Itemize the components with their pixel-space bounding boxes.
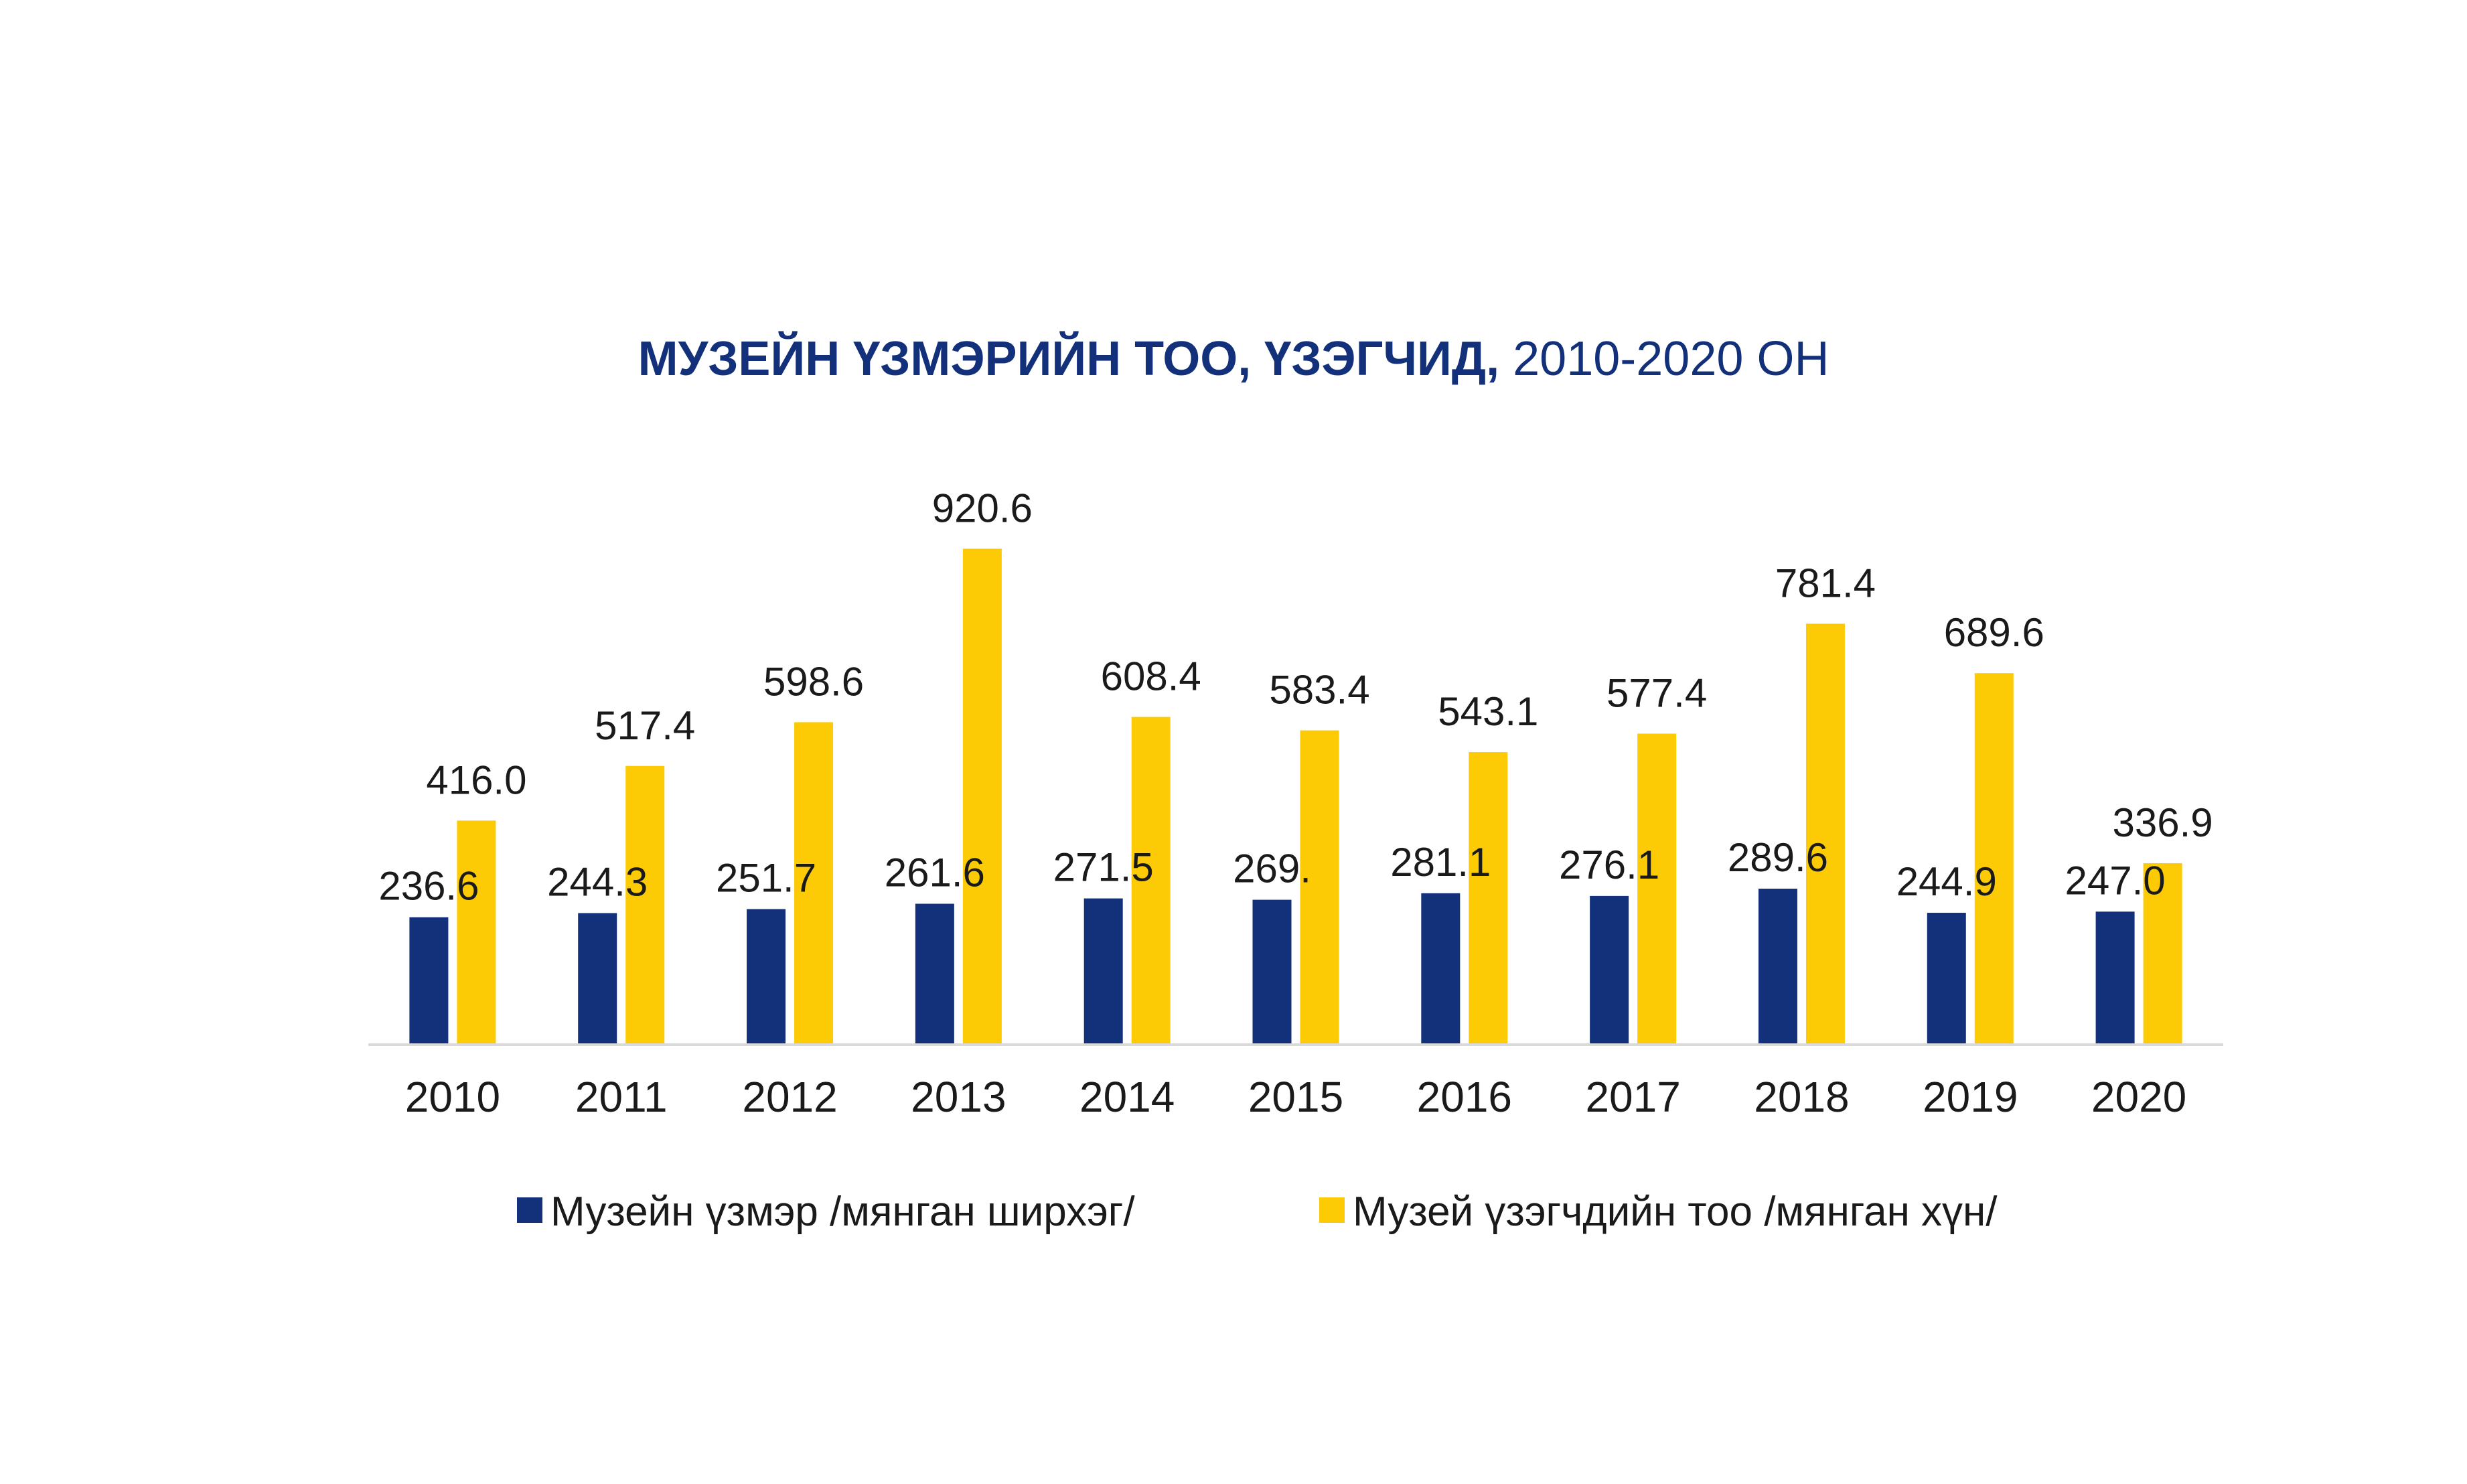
bar-exhibits-2017 xyxy=(1590,895,1629,1045)
label-visitors-2017: 577.4 xyxy=(1606,670,1707,715)
x-tick-2013: 2013 xyxy=(911,1073,1006,1121)
bar-visitors-2016 xyxy=(1469,752,1508,1045)
bar-visitors-2012 xyxy=(794,722,834,1045)
label-exhibits-2011: 244.3 xyxy=(547,859,648,904)
bar-visitors-2010 xyxy=(457,820,496,1045)
x-tick-2020: 2020 xyxy=(2091,1073,2186,1121)
x-tick-2010: 2010 xyxy=(405,1073,500,1121)
bar-visitors-2011 xyxy=(625,765,665,1045)
legend-swatch-exhibits xyxy=(517,1197,542,1223)
bar-exhibits-2010 xyxy=(409,917,449,1045)
x-tick-2017: 2017 xyxy=(1585,1073,1680,1121)
x-tick-2018: 2018 xyxy=(1754,1073,1849,1121)
x-tick-2015: 2015 xyxy=(1248,1073,1343,1121)
label-exhibits-2010: 236.6 xyxy=(378,864,479,909)
bar-visitors-2019 xyxy=(1974,673,2014,1045)
x-tick-2011: 2011 xyxy=(575,1073,668,1121)
bar-visitors-2013 xyxy=(962,548,1002,1045)
bar-visitors-2017 xyxy=(1637,733,1677,1045)
label-exhibits-2013: 261.6 xyxy=(885,850,985,895)
label-visitors-2014: 608.4 xyxy=(1101,654,1201,699)
label-visitors-2016: 543.1 xyxy=(1438,689,1538,734)
bar-exhibits-2016 xyxy=(1421,893,1461,1045)
label-exhibits-2017: 276.1 xyxy=(1559,842,1659,887)
label-visitors-2018: 781.4 xyxy=(1775,561,1876,605)
label-exhibits-2016: 281.1 xyxy=(1390,840,1491,885)
label-exhibits-2012: 251.7 xyxy=(716,856,816,901)
data-labels-layer: 236.6 416.0 244.3 517.4 251.7 598.6 261.6 920.6… xyxy=(378,486,2213,908)
chart-title-bold: МУЗЕЙН ҮЗМЭРИЙН ТОО, ҮЗЭГЧИД, xyxy=(638,331,1500,386)
bar-exhibits-2019 xyxy=(1927,912,1966,1045)
label-exhibits-2019: 244.9 xyxy=(1896,859,1997,904)
x-tick-2014: 2014 xyxy=(1079,1073,1175,1121)
x-tick-labels-layer: 2010 2011 2012 2013 2014 2015 2016 2017 2018 2019… xyxy=(405,1073,2187,1121)
bar-visitors-2015 xyxy=(1300,730,1339,1045)
x-tick-2016: 2016 xyxy=(1417,1073,1512,1121)
bar-exhibits-2018 xyxy=(1758,889,1797,1045)
chart-title-years: 2010-2020 ОН xyxy=(1499,332,1829,386)
legend: Музейн үзмэр /мянган ширхэг/Музей үзэгчд… xyxy=(517,1189,1998,1235)
label-visitors-2015: 583.4 xyxy=(1269,668,1369,713)
bar-exhibits-2011 xyxy=(578,913,617,1045)
label-exhibits-2020: 247.0 xyxy=(2065,858,2166,903)
bar-visitors-2018 xyxy=(1805,623,1845,1045)
label-visitors-2019: 689.6 xyxy=(1944,610,2044,655)
label-visitors-2010: 416.0 xyxy=(426,757,526,802)
label-visitors-2020: 336.9 xyxy=(2113,800,2213,845)
bar-exhibits-2015 xyxy=(1252,899,1292,1045)
bar-exhibits-2013 xyxy=(915,903,954,1045)
label-exhibits-2018: 289.6 xyxy=(1728,835,1828,880)
label-visitors-2011: 517.4 xyxy=(595,703,695,748)
label-exhibits-2014: 271.5 xyxy=(1053,845,1154,890)
bar-visitors-2014 xyxy=(1131,717,1171,1045)
label-visitors-2013: 920.6 xyxy=(932,486,1033,530)
legend-label-exhibits: Музейн үзмэр /мянган ширхэг/ xyxy=(550,1189,1135,1235)
bar-exhibits-2020 xyxy=(2095,911,2135,1045)
legend-label-visitors: Музей үзэгчдийн тоо /мянган хүн/ xyxy=(1353,1189,1998,1235)
label-exhibits-2015: 269. xyxy=(1233,846,1311,891)
bar-visitors-2020 xyxy=(2143,863,2182,1045)
bars-layer xyxy=(409,548,2182,1045)
bar-exhibits-2012 xyxy=(747,909,786,1045)
legend-swatch-visitors xyxy=(1319,1197,1345,1223)
x-tick-2019: 2019 xyxy=(1923,1073,2018,1121)
x-tick-2012: 2012 xyxy=(742,1073,837,1121)
bar-exhibits-2014 xyxy=(1083,898,1123,1045)
label-visitors-2012: 598.6 xyxy=(763,659,864,704)
chart-title: МУЗЕЙН ҮЗМЭРИЙН ТОО, ҮЗЭГЧИД, 2010-2020 … xyxy=(638,331,1829,386)
